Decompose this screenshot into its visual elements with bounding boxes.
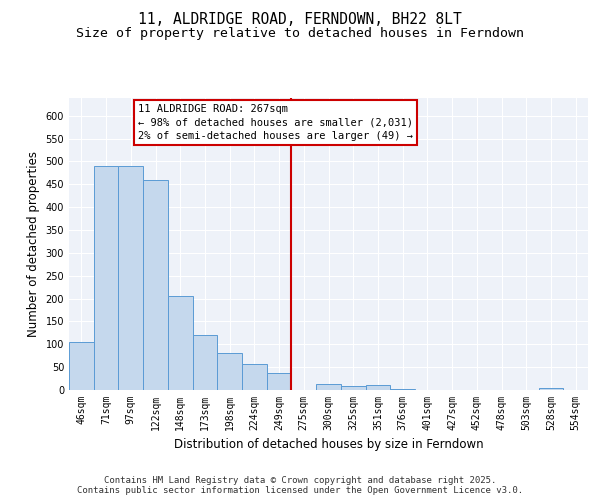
- Bar: [94, 166, 118, 390]
- Y-axis label: Number of detached properties: Number of detached properties: [27, 151, 40, 337]
- Bar: [168, 296, 193, 390]
- Bar: [143, 180, 168, 390]
- Text: 11 ALDRIDGE ROAD: 267sqm
← 98% of detached houses are smaller (2,031)
2% of semi: 11 ALDRIDGE ROAD: 267sqm ← 98% of detach…: [138, 104, 413, 141]
- Bar: [193, 335, 217, 390]
- Bar: [217, 354, 242, 390]
- Bar: [69, 342, 94, 390]
- X-axis label: Distribution of detached houses by size in Ferndown: Distribution of detached houses by size …: [173, 438, 484, 452]
- Bar: [316, 384, 341, 390]
- Bar: [539, 388, 563, 390]
- Bar: [341, 386, 365, 390]
- Bar: [267, 372, 292, 390]
- Bar: [365, 385, 390, 390]
- Bar: [118, 166, 143, 390]
- Text: Contains HM Land Registry data © Crown copyright and database right 2025.
Contai: Contains HM Land Registry data © Crown c…: [77, 476, 523, 495]
- Text: Size of property relative to detached houses in Ferndown: Size of property relative to detached ho…: [76, 28, 524, 40]
- Bar: [242, 364, 267, 390]
- Bar: [390, 388, 415, 390]
- Text: 11, ALDRIDGE ROAD, FERNDOWN, BH22 8LT: 11, ALDRIDGE ROAD, FERNDOWN, BH22 8LT: [138, 12, 462, 28]
